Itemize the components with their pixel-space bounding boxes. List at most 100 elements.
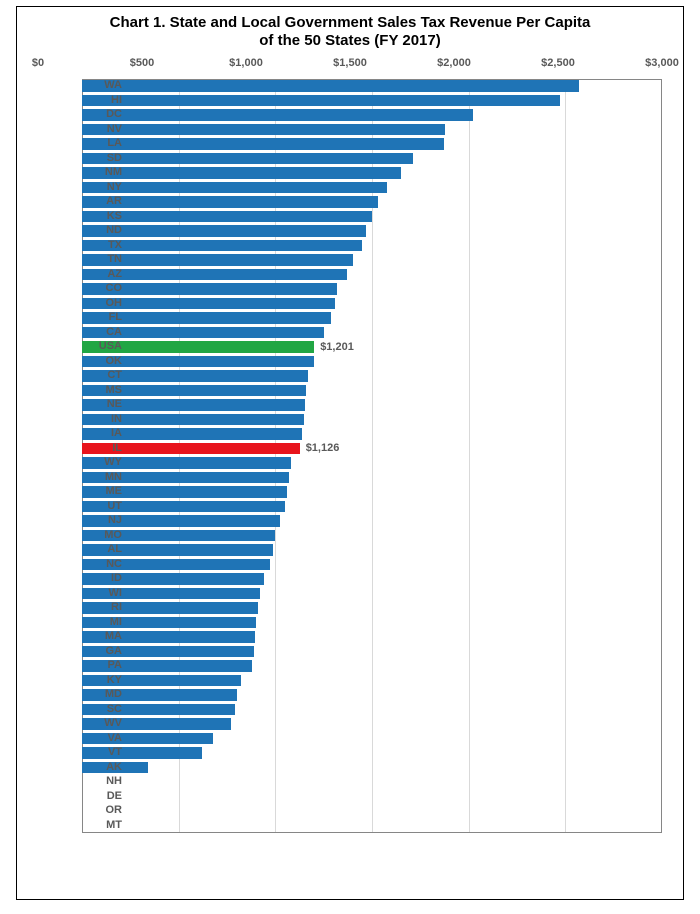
bar-row: KS: [82, 209, 662, 224]
bar-row: MA: [82, 630, 662, 645]
y-category-label: MA: [82, 631, 122, 642]
y-category-label: NV: [82, 124, 122, 135]
y-category-label: KY: [82, 675, 122, 686]
bar-row: ME: [82, 485, 662, 500]
y-category-label: USA: [82, 341, 122, 352]
bar-row: ND: [82, 224, 662, 239]
x-tick-label: $2,500: [541, 57, 575, 69]
bar-row: DC: [82, 108, 662, 123]
y-category-label: AR: [82, 196, 122, 207]
y-category-label: RI: [82, 602, 122, 613]
bar: [82, 211, 372, 223]
bar-row: WV: [82, 717, 662, 732]
bar-row: MS: [82, 383, 662, 398]
bar: [82, 109, 473, 121]
bar-row: AZ: [82, 267, 662, 282]
bar-row: NH: [82, 775, 662, 790]
y-category-label: AZ: [82, 269, 122, 280]
bar-row: AR: [82, 195, 662, 210]
bar: [82, 254, 353, 266]
y-category-label: OR: [82, 805, 122, 816]
value-label: $1,201: [320, 341, 354, 353]
bar-row: PA: [82, 659, 662, 674]
bar: [82, 167, 401, 179]
bar-row: WA: [82, 79, 662, 94]
bar: [82, 240, 362, 252]
bar-row: WY: [82, 456, 662, 471]
bar-row: NJ: [82, 514, 662, 529]
bar-row: UT: [82, 499, 662, 514]
y-category-label: AL: [82, 544, 122, 555]
y-category-label: NJ: [82, 515, 122, 526]
y-category-label: PA: [82, 660, 122, 671]
bar: [82, 153, 413, 165]
bar: [82, 138, 444, 150]
bar: [82, 225, 366, 237]
y-category-label: UT: [82, 501, 122, 512]
bar-row: NE: [82, 398, 662, 413]
y-category-label: MO: [82, 530, 122, 541]
y-category-label: NC: [82, 559, 122, 570]
bar-row: IL$1,126: [82, 441, 662, 456]
y-category-label: NH: [82, 776, 122, 787]
y-category-label: TN: [82, 254, 122, 265]
bar-row: CT: [82, 369, 662, 384]
bar-row: WI: [82, 586, 662, 601]
page: { "chart": { "type": "bar-horizontal", "…: [0, 0, 700, 914]
bar-row: AL: [82, 543, 662, 558]
y-category-label: SD: [82, 153, 122, 164]
y-category-label: AK: [82, 762, 122, 773]
y-category-label: HI: [82, 95, 122, 106]
y-category-label: SC: [82, 704, 122, 715]
y-category-label: FL: [82, 312, 122, 323]
x-tick-label: $0: [32, 57, 44, 69]
y-category-label: WV: [82, 718, 122, 729]
bar-row: USA $1,201: [82, 340, 662, 355]
y-category-label: TX: [82, 240, 122, 251]
bar-row: CA: [82, 325, 662, 340]
bar-row: NC: [82, 557, 662, 572]
y-category-label: CT: [82, 370, 122, 381]
bar-row: HI: [82, 93, 662, 108]
y-category-label: ND: [82, 225, 122, 236]
y-category-label: NY: [82, 182, 122, 193]
chart-area: { "chart": { "type": "bar-horizontal", "…: [16, 6, 684, 900]
y-category-label: WY: [82, 457, 122, 468]
y-category-label: NM: [82, 167, 122, 178]
y-category-label: WI: [82, 588, 122, 599]
chart-title-line1: Chart 1. State and Local Government Sale…: [110, 14, 591, 31]
bar-row: TN: [82, 253, 662, 268]
bars-container: WAHIDCNVLASDNMNYARKSNDTXTNAZCOOHFLCAUSA$…: [82, 79, 662, 833]
y-category-label: CO: [82, 283, 122, 294]
y-category-label: MI: [82, 617, 122, 628]
bar-row: MD: [82, 688, 662, 703]
bar-row: NM: [82, 166, 662, 181]
y-category-label: IN: [82, 414, 122, 425]
bar: [82, 95, 560, 107]
y-category-label: OH: [82, 298, 122, 309]
y-category-label: GA: [82, 646, 122, 657]
x-tick-label: $3,000: [645, 57, 679, 69]
bar-row: AK: [82, 760, 662, 775]
y-category-label: IL: [82, 443, 122, 454]
bar-row: SD: [82, 151, 662, 166]
bar-row: NV: [82, 122, 662, 137]
bar-row: SC: [82, 702, 662, 717]
y-category-label: VT: [82, 747, 122, 758]
y-category-label: DE: [82, 791, 122, 802]
chart-title-line2: of the 50 States (FY 2017): [259, 32, 440, 49]
y-category-label: VA: [82, 733, 122, 744]
x-tick-label: $2,000: [437, 57, 471, 69]
bar-row: KY: [82, 673, 662, 688]
bar-row: TX: [82, 238, 662, 253]
bar-row: OR: [82, 804, 662, 819]
bar-row: MN: [82, 470, 662, 485]
x-tick-label: $1,500: [333, 57, 367, 69]
y-category-label: MS: [82, 385, 122, 396]
bar-row: RI: [82, 601, 662, 616]
bar-row: MT: [82, 818, 662, 833]
y-category-label: ME: [82, 486, 122, 497]
bar: [82, 80, 579, 92]
bar: [82, 182, 387, 194]
bar-row: NY: [82, 180, 662, 195]
